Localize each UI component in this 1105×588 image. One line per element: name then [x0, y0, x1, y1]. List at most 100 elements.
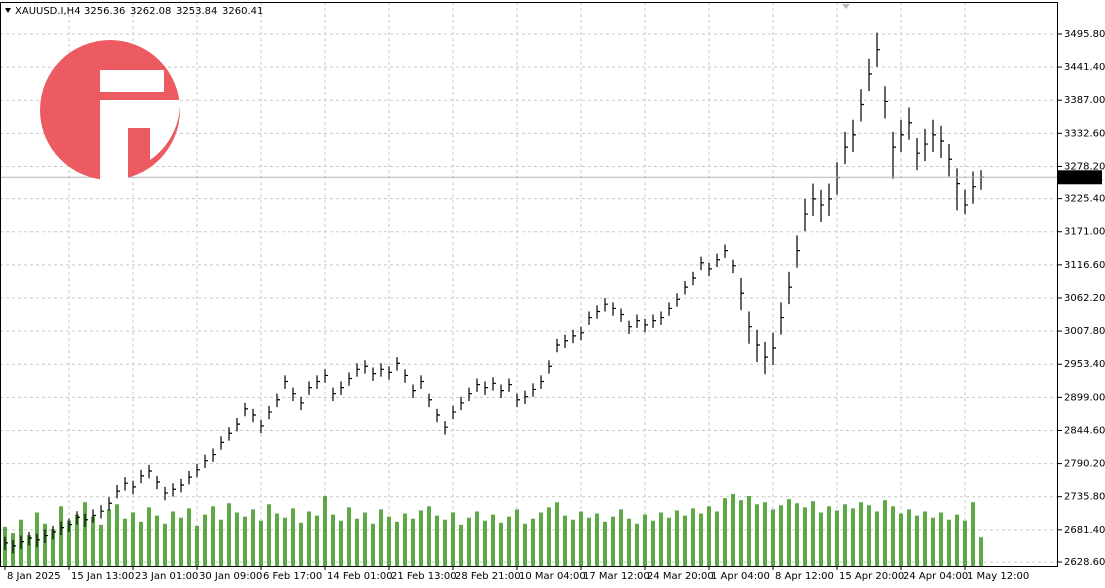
volume-bar	[99, 524, 103, 566]
plot-frame	[0, 2, 1058, 567]
y-tick-label: 3278.20	[1064, 161, 1105, 172]
volume-bar	[51, 528, 55, 566]
ohlc-bar	[12, 539, 16, 554]
ohlc-bar	[172, 483, 176, 497]
ohlc-bar	[828, 183, 832, 216]
ohlc-bar	[324, 369, 328, 383]
ohlc-bar	[204, 454, 208, 468]
ohlc-bar	[604, 298, 608, 312]
last-price-box	[1058, 170, 1102, 185]
volume-bar	[403, 513, 407, 566]
ohlc-bar	[388, 366, 392, 380]
volume-bar	[435, 515, 439, 566]
y-tick-label: 2681.40	[1064, 525, 1105, 536]
ohlc-bar	[948, 144, 952, 177]
volume-bar	[667, 517, 671, 566]
x-tick-label: 14 Feb 01:00	[327, 571, 393, 582]
volume-bar	[627, 518, 631, 566]
ohlc-bar	[52, 525, 56, 540]
menu-arrow[interactable]	[5, 8, 11, 13]
volume-bar	[515, 509, 519, 566]
volume-bar	[659, 512, 663, 566]
volume-bar	[187, 508, 191, 566]
volume-bar	[491, 514, 495, 566]
x-tick-label: 30 Jan 09:00	[199, 571, 262, 582]
volume-bar	[211, 506, 215, 566]
volume-bar	[323, 496, 327, 566]
volume-bar	[651, 520, 655, 566]
volume-bar	[795, 503, 799, 566]
ohlc-bar	[372, 367, 376, 381]
volume-bar	[67, 520, 71, 566]
y-tick-label: 3171.00	[1064, 227, 1105, 238]
ohlc-bar	[932, 119, 936, 152]
ohlc-bar	[108, 497, 112, 511]
header-values: 3256.36 3262.08 3253.84 3260.41	[84, 6, 263, 17]
y-tick-label: 2735.80	[1064, 492, 1105, 503]
ohlc-bar	[260, 419, 264, 434]
ohlc-bar	[508, 378, 512, 392]
volume-bar	[611, 516, 615, 566]
volume-bar	[91, 516, 95, 566]
ohlc-bar	[68, 518, 72, 532]
volume-bar	[123, 518, 127, 566]
ohlc-bar	[668, 302, 672, 316]
y-tick-label: 3116.60	[1064, 260, 1105, 271]
volume-bar	[443, 519, 447, 566]
volume-bar	[387, 516, 391, 566]
ohlc-bar	[540, 375, 544, 389]
ohlc-bar	[420, 375, 424, 389]
ohlc-bar	[308, 381, 312, 395]
volume-bar	[699, 513, 703, 566]
ohlc-bar	[820, 189, 824, 222]
y-tick-label: 2899.00	[1064, 392, 1105, 403]
ohlc-bar	[788, 271, 792, 305]
volume-bar	[683, 515, 687, 566]
ohlc-bar	[556, 338, 560, 353]
x-tick-label: 1 Apr 04:00	[711, 571, 770, 582]
volume-bar	[259, 520, 263, 566]
x-tick-label: 24 Mar 20:00	[647, 571, 714, 582]
y-tick-label: 3332.60	[1064, 128, 1105, 139]
volume-bar	[155, 515, 159, 566]
x-tick-label: 6 Feb 17:00	[263, 571, 322, 582]
logo	[40, 40, 180, 180]
volume-bar	[83, 502, 87, 566]
volume-bar	[467, 517, 471, 566]
ohlc-bar	[572, 329, 576, 344]
volume-bar	[475, 511, 479, 566]
ohlc-bar	[148, 464, 152, 479]
ohlc-bar	[164, 486, 168, 501]
header-value: 3253.84	[176, 6, 217, 17]
ohlc-bar	[196, 463, 200, 478]
volume-bar	[147, 507, 151, 566]
header-value: 3256.36	[84, 6, 125, 17]
volume-bar	[931, 517, 935, 566]
volume-bar	[643, 514, 647, 566]
volume-bar	[411, 518, 415, 566]
ohlc-bar	[356, 363, 360, 377]
ohlc-bar	[956, 168, 960, 211]
volume-bar	[955, 514, 959, 566]
ohlc-bar	[44, 529, 48, 543]
volume-bar	[859, 502, 863, 566]
ohlc-bar	[940, 125, 944, 159]
ohlc-bar	[468, 387, 472, 401]
ohlc-bar	[708, 262, 712, 277]
volume-bar	[739, 500, 743, 566]
volume-bar	[891, 506, 895, 566]
ohlc-bar	[444, 421, 448, 435]
volume-bar	[339, 520, 343, 566]
marks	[0, 32, 1058, 566]
volume-bar	[899, 513, 903, 566]
ohlc-bar	[884, 86, 888, 119]
volume-bar	[603, 521, 607, 566]
last-price-label: 3260.41	[1062, 172, 1103, 183]
volume-bar	[499, 522, 503, 566]
ohlc-bar	[652, 314, 656, 328]
volume-bar	[179, 517, 183, 566]
ohlc-bar	[20, 535, 24, 549]
ohlc-bar	[812, 183, 816, 216]
volume-bar	[563, 515, 567, 566]
ohlc-bar	[964, 189, 968, 215]
